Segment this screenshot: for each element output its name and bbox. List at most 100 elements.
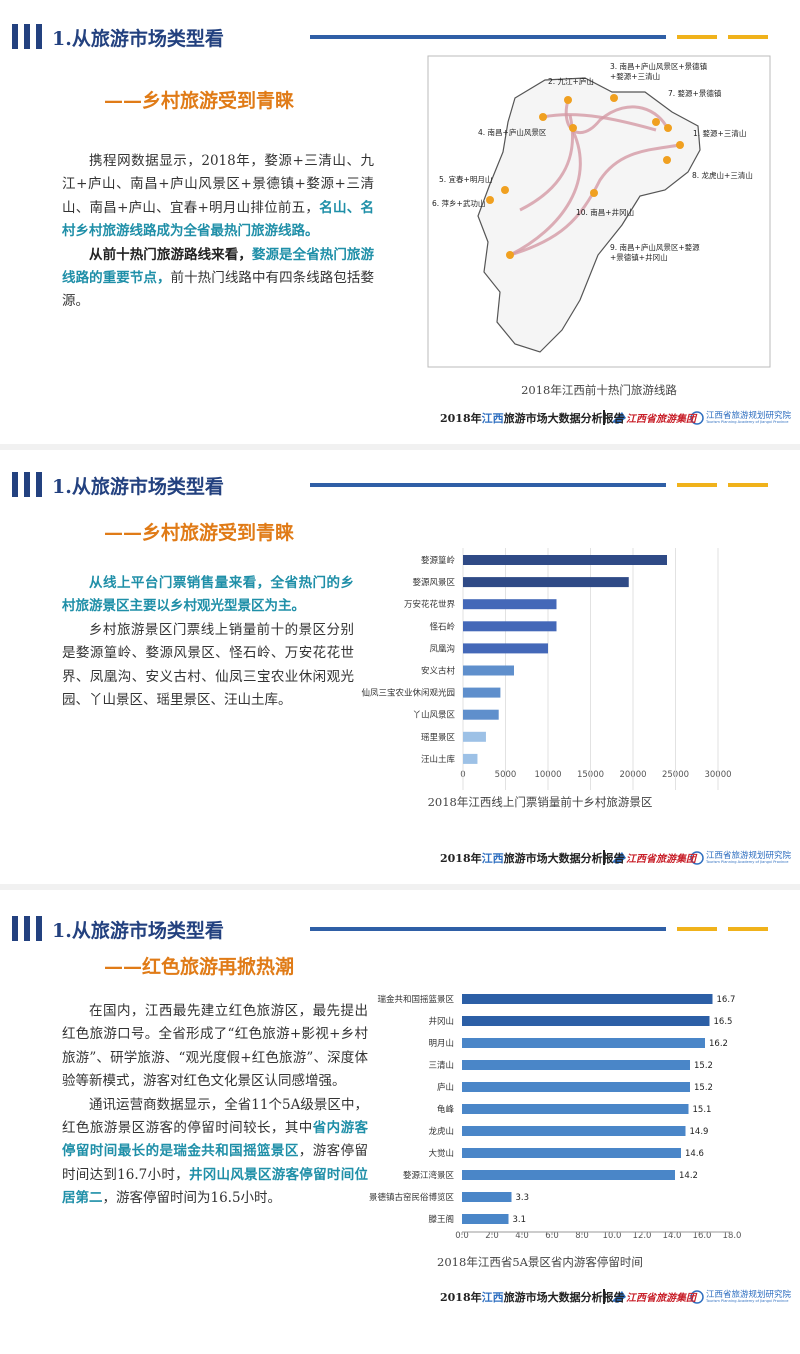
footer-text: 2018年 bbox=[440, 412, 482, 425]
logo1-mark bbox=[612, 412, 626, 424]
bar bbox=[463, 687, 501, 698]
text-run: 携程网数据显示，2018年，婺源+三清山、九江+庐山、南昌+庐山风景区+景德镇+… bbox=[62, 153, 374, 216]
category-label: 汪山土库 bbox=[421, 754, 456, 765]
bar bbox=[463, 643, 548, 654]
text-run: 前十热门线路中有四条线路包括婺源。 bbox=[62, 270, 375, 310]
x-tick-label: 10.0 bbox=[603, 1231, 622, 1241]
rule-gold bbox=[728, 35, 768, 39]
x-tick-label: 0.0 bbox=[455, 1231, 469, 1241]
heading-bar bbox=[24, 24, 30, 49]
heading-bar bbox=[36, 24, 42, 49]
category-label: 丫山风景区 bbox=[412, 710, 455, 721]
rule-gold bbox=[677, 35, 717, 39]
footer-divider bbox=[603, 1289, 605, 1304]
text-run: 名山、名村乡村旅游线路成为全省最热门旅游线路。 bbox=[62, 199, 375, 240]
category-label: 龟峰 bbox=[437, 1104, 455, 1115]
category-label: 大觉山 bbox=[428, 1148, 454, 1159]
footer-divider bbox=[603, 850, 605, 865]
footer-text: 2018年 bbox=[440, 852, 482, 865]
bar bbox=[463, 665, 514, 676]
category-label: 景德镇古窑民俗博览区 bbox=[369, 1192, 455, 1203]
data-label: 14.9 bbox=[690, 1127, 709, 1137]
bar bbox=[462, 1104, 689, 1114]
footer-text: 旅游市场大数据分析报告 bbox=[503, 852, 625, 865]
text-block: 从线上平台门票销售量来看，全省热门的乡村旅游景区主要以乡村观光型景区为主。 乡村旅… bbox=[62, 572, 354, 712]
footer-text: 江西 bbox=[481, 1291, 504, 1304]
rule-gold bbox=[728, 483, 768, 487]
footer-divider bbox=[603, 410, 605, 425]
footer-text: 旅游市场大数据分析报告 bbox=[503, 1291, 625, 1304]
map-city bbox=[569, 124, 577, 132]
rule-gold bbox=[677, 927, 717, 931]
footer-title: 2018年江西旅游市场大数据分析报告 bbox=[440, 1289, 625, 1305]
text-run: ，游客停留时间为16.5小时。 bbox=[102, 1190, 282, 1207]
text-run: 从前十热门旅游路线来看， bbox=[89, 246, 252, 263]
bar bbox=[463, 731, 486, 742]
text-run: 婺源是全省热门旅游线路的重要节点， bbox=[62, 246, 375, 287]
bar bbox=[462, 1148, 681, 1158]
bar bbox=[462, 1060, 690, 1070]
map-city bbox=[564, 96, 572, 104]
category-label: 明月山 bbox=[428, 1038, 454, 1049]
paragraph: 通讯运营商数据显示，全省11个5A级景区中，红色旅游景区游客的停留时间较长，其中… bbox=[62, 1094, 368, 1211]
section-heading: 1.从旅游市场类型看 bbox=[52, 920, 224, 942]
map-outline bbox=[477, 77, 701, 353]
category-label: 婺源风景区 bbox=[412, 577, 455, 588]
rule-gold bbox=[728, 927, 768, 931]
data-label: 16.7 bbox=[717, 995, 736, 1005]
category-label: 婺源江湾景区 bbox=[403, 1170, 455, 1181]
heading-bar bbox=[36, 472, 42, 497]
bar bbox=[462, 1038, 705, 1048]
paragraph: 从线上平台门票销售量来看，全省热门的乡村旅游景区主要以乡村观光型景区为主。 bbox=[62, 572, 354, 619]
logo2-mark bbox=[690, 411, 704, 425]
map-city bbox=[506, 251, 514, 259]
x-tick-label: 14.0 bbox=[663, 1231, 682, 1241]
map-route bbox=[564, 99, 670, 134]
text-run: 在国内，江西最先建立红色旅游区，最先提出红色旅游口号。全省形成了“红色旅游+影视… bbox=[62, 1003, 368, 1090]
map-city bbox=[590, 189, 598, 197]
x-tick-label: 16.0 bbox=[693, 1231, 712, 1241]
data-label: 3.1 bbox=[513, 1215, 527, 1225]
logo2-text: 江西省旅游规划研究院 bbox=[706, 1290, 792, 1300]
x-tick-label: 4.0 bbox=[515, 1231, 529, 1241]
category-label: 滕王阁 bbox=[428, 1214, 454, 1225]
map-city bbox=[663, 156, 671, 164]
map-city bbox=[652, 118, 660, 126]
bar bbox=[462, 994, 713, 1004]
category-label: 凤凰沟 bbox=[429, 643, 455, 654]
category-label: 瑶里景区 bbox=[421, 732, 456, 743]
map-route-label: 3. 南昌+庐山风景区+景德镇+婺源+三清山 bbox=[610, 62, 708, 81]
paragraph: 携程网数据显示，2018年，婺源+三清山、九江+庐山、南昌+庐山风景区+景德镇+… bbox=[62, 150, 374, 244]
map-route-label: 5. 宜春+明月山 bbox=[439, 175, 493, 184]
category-label: 怪石岭 bbox=[429, 621, 455, 632]
paragraph: 乡村旅游景区门票线上销量前十的景区分别是婺源篁岭、婺源风景区、怪石岭、万安花花世… bbox=[62, 619, 354, 713]
category-label: 龙虎山 bbox=[428, 1126, 454, 1137]
category-label: 瑞金共和国摇篮景区 bbox=[377, 994, 454, 1005]
logo2-english: Tourism Planning Academy of Jiangxi Prov… bbox=[706, 1299, 789, 1303]
logo2-mark bbox=[690, 851, 704, 865]
text-run: 井冈山风景区游客停留时间位居第二 bbox=[62, 1166, 368, 1207]
section-heading: 1.从旅游市场类型看 bbox=[52, 476, 224, 498]
text-run: 从线上平台门票销售量来看，全省热门的乡村旅游景区主要以乡村观光型景区为主。 bbox=[62, 575, 354, 615]
panel-gap bbox=[0, 884, 800, 890]
footer-title: 2018年江西旅游市场大数据分析报告 bbox=[440, 850, 625, 866]
footer-text: 江西 bbox=[481, 412, 504, 425]
logo1-mark bbox=[612, 852, 626, 864]
panel-gap bbox=[0, 444, 800, 450]
footer-title: 2018年江西旅游市场大数据分析报告 bbox=[440, 410, 625, 426]
paragraph: 在国内，江西最先建立红色旅游区，最先提出红色旅游口号。全省形成了“红色旅游+影视… bbox=[62, 1000, 368, 1094]
map-route bbox=[509, 124, 582, 257]
map-city bbox=[501, 186, 509, 194]
rule-blue bbox=[310, 927, 666, 931]
map-city bbox=[676, 141, 684, 149]
category-label: 万安花花世界 bbox=[404, 599, 456, 610]
text-block: 携程网数据显示，2018年，婺源+三清山、九江+庐山、南昌+庐山风景区+景德镇+… bbox=[62, 150, 374, 314]
section-subheading: ——乡村旅游受到青睐 bbox=[104, 522, 295, 544]
map-route-label: 8. 龙虎山+三清山 bbox=[692, 171, 753, 180]
data-label: 14.2 bbox=[679, 1171, 698, 1181]
logo1-text: 江西省旅游集团 bbox=[626, 854, 696, 865]
footer-text: 旅游市场大数据分析报告 bbox=[503, 412, 625, 425]
data-label: 16.5 bbox=[714, 1017, 733, 1027]
map-route-label: 7. 婺源+景德镇 bbox=[668, 89, 722, 98]
